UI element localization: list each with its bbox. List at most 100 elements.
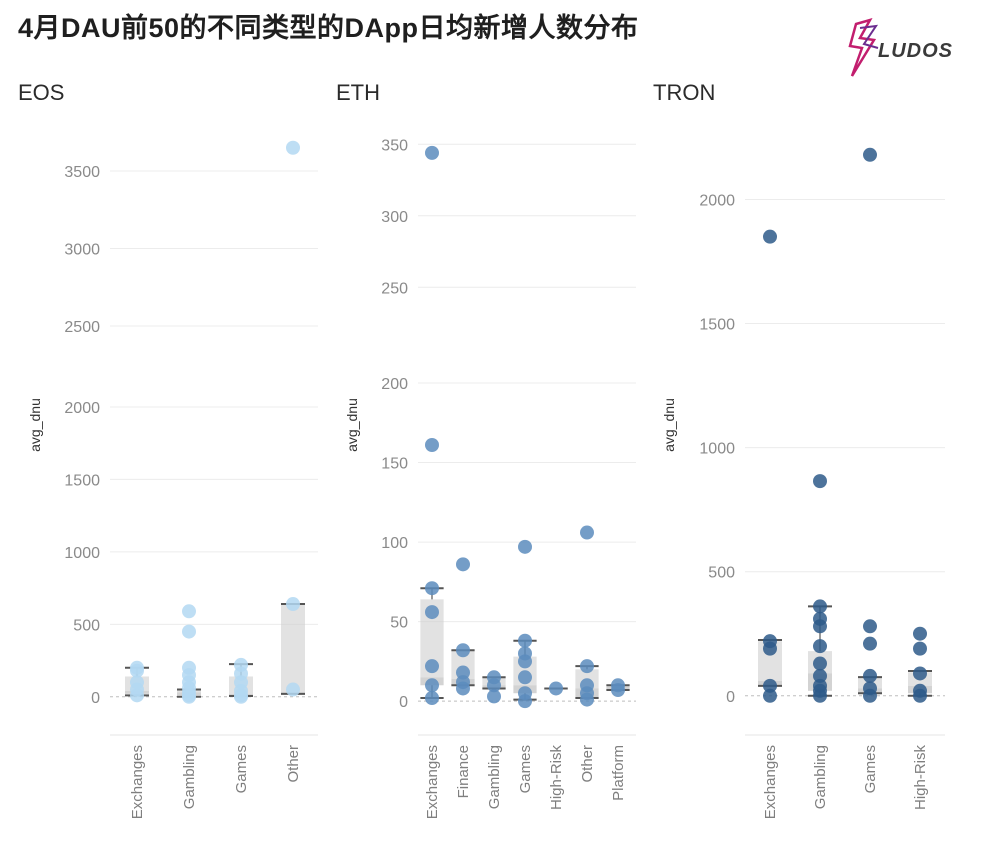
data-point bbox=[580, 659, 594, 674]
data-point bbox=[813, 668, 827, 683]
data-point bbox=[580, 525, 594, 540]
data-point bbox=[763, 678, 777, 693]
data-point bbox=[813, 656, 827, 671]
y-tick-label: 100 bbox=[381, 535, 408, 552]
data-point bbox=[130, 660, 144, 675]
data-point bbox=[456, 643, 470, 658]
data-point bbox=[763, 229, 777, 244]
data-point bbox=[813, 474, 827, 489]
data-point bbox=[182, 604, 196, 619]
category-label: Exchanges bbox=[762, 745, 779, 819]
data-point bbox=[863, 619, 877, 634]
data-point bbox=[863, 147, 877, 162]
data-point bbox=[863, 668, 877, 683]
data-point bbox=[518, 686, 532, 701]
data-point bbox=[813, 599, 827, 614]
data-point bbox=[813, 678, 827, 693]
y-tick-label: 200 bbox=[381, 376, 408, 393]
data-point bbox=[425, 605, 439, 620]
box-upper bbox=[420, 599, 444, 678]
category-label: High-Risk bbox=[548, 745, 565, 811]
ludos-logo-icon bbox=[848, 18, 879, 77]
data-point bbox=[763, 634, 777, 649]
category-label: Games bbox=[233, 745, 250, 793]
y-tick-label: 1500 bbox=[64, 472, 100, 489]
data-point bbox=[580, 678, 594, 693]
data-point bbox=[913, 626, 927, 641]
data-point bbox=[425, 678, 439, 693]
data-point bbox=[763, 688, 777, 703]
category-label: Games bbox=[862, 745, 879, 793]
data-point bbox=[813, 611, 827, 626]
y-tick-label: 150 bbox=[381, 456, 408, 473]
category-label: Platform bbox=[610, 745, 627, 801]
box-upper bbox=[281, 604, 305, 693]
y-tick-label: 0 bbox=[726, 689, 735, 706]
data-point bbox=[518, 539, 532, 554]
category-label: Other bbox=[285, 745, 302, 783]
data-point bbox=[286, 140, 300, 155]
data-point bbox=[611, 678, 625, 693]
panel-tron: TRON 0 500 1000 1500 2000 avg_dnu Exchanges Gamb… bbox=[653, 80, 945, 819]
y-tick-label: 0 bbox=[399, 694, 408, 711]
data-point bbox=[487, 689, 501, 704]
logo-text: LUDOS bbox=[878, 40, 953, 62]
y-tick-label: 350 bbox=[381, 137, 408, 154]
data-point bbox=[425, 690, 439, 705]
data-point bbox=[425, 145, 439, 160]
data-point bbox=[425, 438, 439, 453]
y-axis-label: avg_dnu bbox=[661, 398, 677, 452]
data-point bbox=[913, 666, 927, 681]
data-point bbox=[518, 646, 532, 661]
panel-eos: EOS 2500 3000 3500 0 500 1000 1500 2000 avg_dnu Ex… bbox=[18, 80, 318, 819]
category-label: Gambling bbox=[181, 745, 198, 809]
y-tick-label: 2000 bbox=[699, 192, 735, 209]
data-point bbox=[487, 670, 501, 685]
data-point bbox=[234, 657, 248, 672]
y-tick-label: 2500 bbox=[64, 319, 100, 336]
y-axis-label: avg_dnu bbox=[344, 398, 360, 452]
y-tick-label: 50 bbox=[390, 615, 408, 632]
y-axis-label: avg_dnu bbox=[27, 398, 43, 452]
category-label: Exchanges bbox=[424, 745, 441, 819]
data-point bbox=[182, 624, 196, 639]
category-label: Gambling bbox=[812, 745, 829, 809]
y-tick-label: 250 bbox=[381, 280, 408, 297]
y-tick-label: 300 bbox=[381, 209, 408, 226]
panel-eth: ETH 250 300 350 0 50 100 150 200 avg_dnu Exchanges… bbox=[336, 80, 636, 819]
y-tick-label: 1500 bbox=[699, 317, 735, 334]
data-point bbox=[549, 681, 563, 696]
y-tick-label: 0 bbox=[91, 690, 100, 707]
data-point bbox=[913, 683, 927, 698]
data-point bbox=[913, 641, 927, 656]
y-tick-label: 2000 bbox=[64, 400, 100, 417]
data-point bbox=[813, 639, 827, 654]
data-point bbox=[425, 581, 439, 596]
data-point bbox=[130, 675, 144, 690]
data-point bbox=[425, 659, 439, 674]
y-tick-label: 500 bbox=[708, 565, 735, 582]
y-tick-label: 3000 bbox=[64, 242, 100, 259]
data-point bbox=[286, 682, 300, 697]
category-label: Finance bbox=[455, 745, 472, 798]
category-label: Exchanges bbox=[129, 745, 146, 819]
data-point bbox=[456, 557, 470, 572]
data-point bbox=[286, 597, 300, 612]
y-tick-label: 3500 bbox=[64, 164, 100, 181]
panel-title: TRON bbox=[653, 80, 715, 105]
chart-title: 4月DAU前50的不同类型的DApp日均新增人数分布 bbox=[18, 13, 639, 43]
data-point bbox=[518, 633, 532, 648]
category-label: Games bbox=[517, 745, 534, 793]
category-label: Other bbox=[579, 745, 596, 783]
y-tick-label: 1000 bbox=[699, 441, 735, 458]
data-point bbox=[182, 660, 196, 675]
panel-title: ETH bbox=[336, 80, 380, 105]
data-point bbox=[863, 636, 877, 651]
data-point bbox=[863, 681, 877, 696]
category-label: Gambling bbox=[486, 745, 503, 809]
y-tick-label: 1000 bbox=[64, 545, 100, 562]
category-label: High-Risk bbox=[912, 745, 929, 811]
panel-title: EOS bbox=[18, 80, 64, 105]
y-tick-label: 500 bbox=[73, 617, 100, 634]
